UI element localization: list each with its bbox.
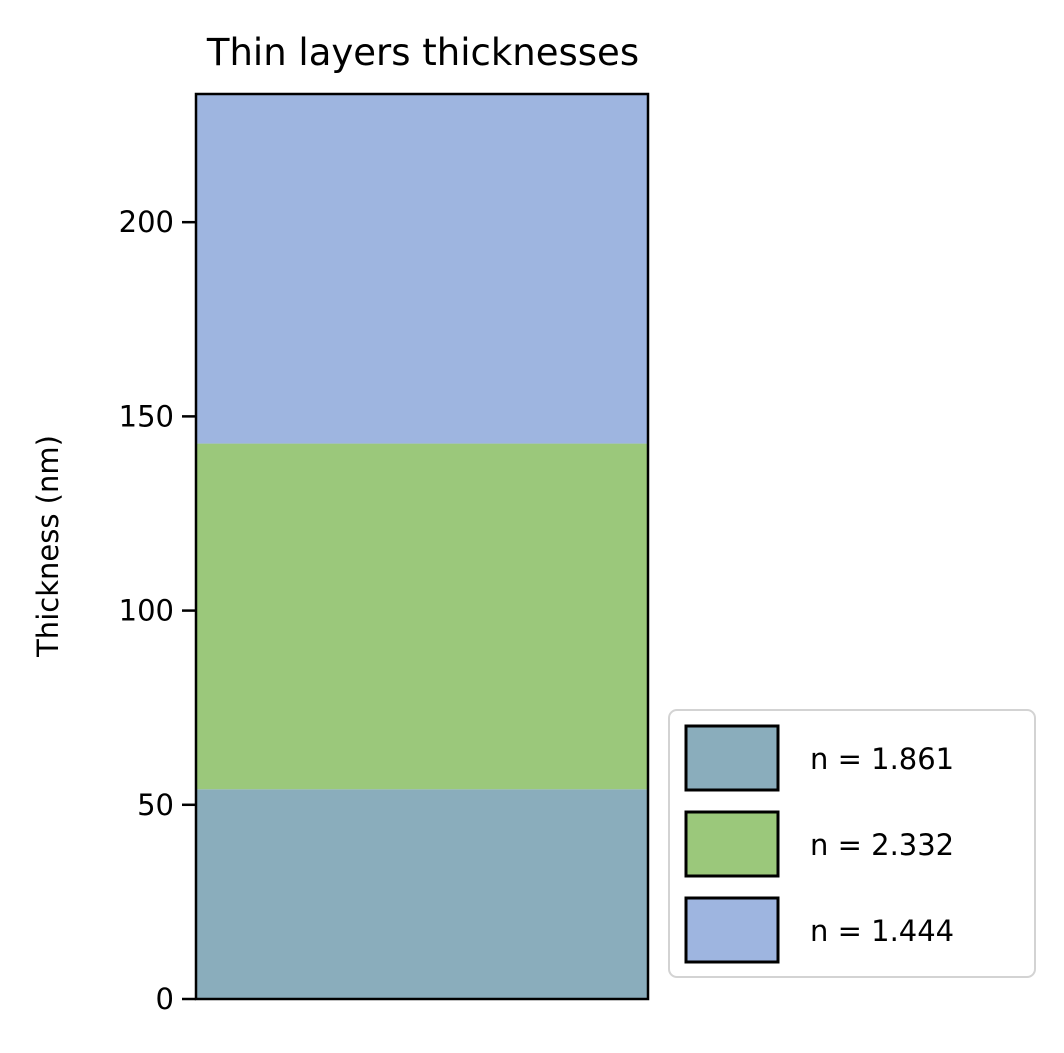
legend-label-3: n = 1.444: [810, 914, 954, 948]
stacked-bar: [196, 94, 648, 999]
y-axis-label: Thickness (nm): [31, 435, 65, 658]
bar-segment-2: [196, 443, 648, 790]
legend-swatch-3: [684, 896, 780, 964]
chart-title: Thin layers thicknesses: [206, 31, 639, 74]
y-tick-label: 0: [156, 982, 174, 1016]
y-axis-ticks: 0 50 100 150 200: [119, 205, 196, 1016]
y-tick-label: 150: [119, 399, 174, 433]
y-tick-label: 200: [119, 205, 174, 239]
legend-label-1: n = 1.861: [810, 742, 954, 776]
legend-swatch-1: [684, 724, 780, 792]
bar-segment-1: [196, 789, 648, 999]
y-tick-label: 100: [119, 594, 174, 628]
legend-swatch-2: [684, 810, 780, 878]
legend: n = 1.861 n = 2.332 n = 1.444: [668, 709, 1036, 978]
y-tick-label: 50: [137, 788, 174, 822]
plot-frame: [194, 92, 650, 1001]
bar-segment-3: [196, 94, 648, 444]
legend-label-2: n = 2.332: [810, 828, 954, 862]
